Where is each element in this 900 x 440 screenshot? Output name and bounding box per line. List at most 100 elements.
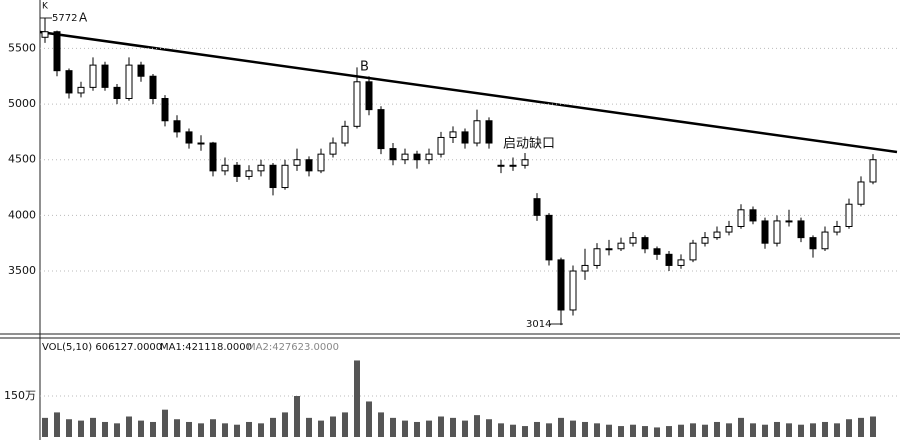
candle-body (125, 64, 133, 99)
volume-bar (726, 423, 732, 437)
volume-bar (426, 420, 432, 437)
candle-body (317, 153, 325, 172)
volume-bar (102, 421, 108, 437)
trend-line (39, 30, 898, 154)
volume-bar (210, 419, 216, 437)
candle-body (605, 248, 613, 251)
volume-bar (162, 409, 168, 437)
candle-body (725, 225, 733, 233)
volume-bar (42, 417, 48, 437)
annotation: A (79, 11, 88, 25)
candle-body (833, 225, 841, 233)
candle-body (473, 120, 481, 144)
candle-body (173, 120, 181, 133)
candle-body (329, 142, 337, 155)
candle-body (689, 242, 697, 261)
volume-bar (330, 416, 336, 437)
volume-bar (438, 416, 444, 437)
volume-header: MA2:427623.0000 (247, 342, 339, 353)
volume-bar (750, 423, 756, 437)
candle-body (737, 209, 745, 227)
candle-body (245, 170, 253, 177)
candle-body (221, 164, 229, 172)
candle-body (797, 220, 805, 239)
candle-body (761, 220, 769, 244)
candle-body (545, 214, 553, 261)
candle-body (557, 259, 565, 311)
y-tick-label: 150万 (4, 389, 36, 402)
candle-body (401, 153, 409, 161)
volume-bar (270, 417, 276, 437)
candle-body (653, 248, 661, 255)
candle-body (113, 86, 121, 99)
candle-body (485, 120, 493, 144)
candle-body (449, 131, 457, 138)
volume-bar (498, 423, 504, 437)
volume-bar (90, 417, 96, 437)
volume-bar (546, 423, 552, 437)
candle-body (341, 125, 349, 144)
candle-body (293, 159, 301, 166)
volume-bar (822, 421, 828, 437)
volume-bar (738, 417, 744, 437)
y-tick-label: 5500 (8, 41, 36, 54)
candle-body (377, 109, 385, 150)
candle-body (77, 86, 85, 94)
candle-body (137, 64, 145, 77)
candle-body (101, 64, 109, 88)
candle-body (857, 181, 865, 205)
candle-body (53, 31, 61, 72)
volume-bar (282, 412, 288, 437)
annotation: 3014 (526, 319, 551, 330)
candle-body (629, 237, 637, 244)
volume-bar (450, 417, 456, 437)
volume-bar (390, 417, 396, 437)
volume-header: MA1:421118.0000 (160, 342, 252, 353)
candle-body (821, 231, 829, 250)
volume-bar (222, 423, 228, 437)
volume-bar (654, 427, 660, 437)
volume-bar (582, 421, 588, 437)
volume-bar (522, 426, 528, 437)
candle-body (497, 164, 505, 167)
candle-body (773, 220, 781, 244)
volume-bar (486, 419, 492, 437)
volume-bar (246, 421, 252, 437)
candle-body (305, 159, 313, 172)
volume-bar (702, 424, 708, 437)
volume-bar (618, 426, 624, 437)
candle-body (353, 81, 361, 127)
volume-header: VOL(5,10) 606127.0000 (42, 342, 162, 353)
volume-bar (678, 424, 684, 437)
candle-body (269, 164, 277, 189)
candle-body (413, 153, 421, 161)
candle-body (749, 209, 757, 222)
volume-bar (378, 412, 384, 437)
volume-bar (114, 423, 120, 437)
volume-bar (666, 426, 672, 437)
volume-bar (630, 424, 636, 437)
volume-bar (126, 416, 132, 437)
volume-bar (786, 423, 792, 437)
candle-body (281, 164, 289, 189)
y-tick-label: 4000 (8, 208, 36, 221)
candle-body (233, 164, 241, 177)
candle-body (869, 159, 877, 183)
volume-bar (414, 421, 420, 437)
candle-body (461, 131, 469, 144)
candle-body (845, 203, 853, 227)
volume-bar (774, 421, 780, 437)
candle-body (617, 242, 625, 250)
volume-bar (294, 396, 300, 437)
volume-bar (462, 420, 468, 437)
candle-body (533, 198, 541, 216)
candle-body (65, 70, 73, 94)
volume-bar (306, 417, 312, 437)
annotation: 5772 (52, 13, 77, 24)
volume-bar (150, 421, 156, 437)
candle-body (161, 97, 169, 122)
candle-body (521, 159, 529, 166)
candle-body (149, 75, 157, 99)
volume-bar (78, 420, 84, 437)
